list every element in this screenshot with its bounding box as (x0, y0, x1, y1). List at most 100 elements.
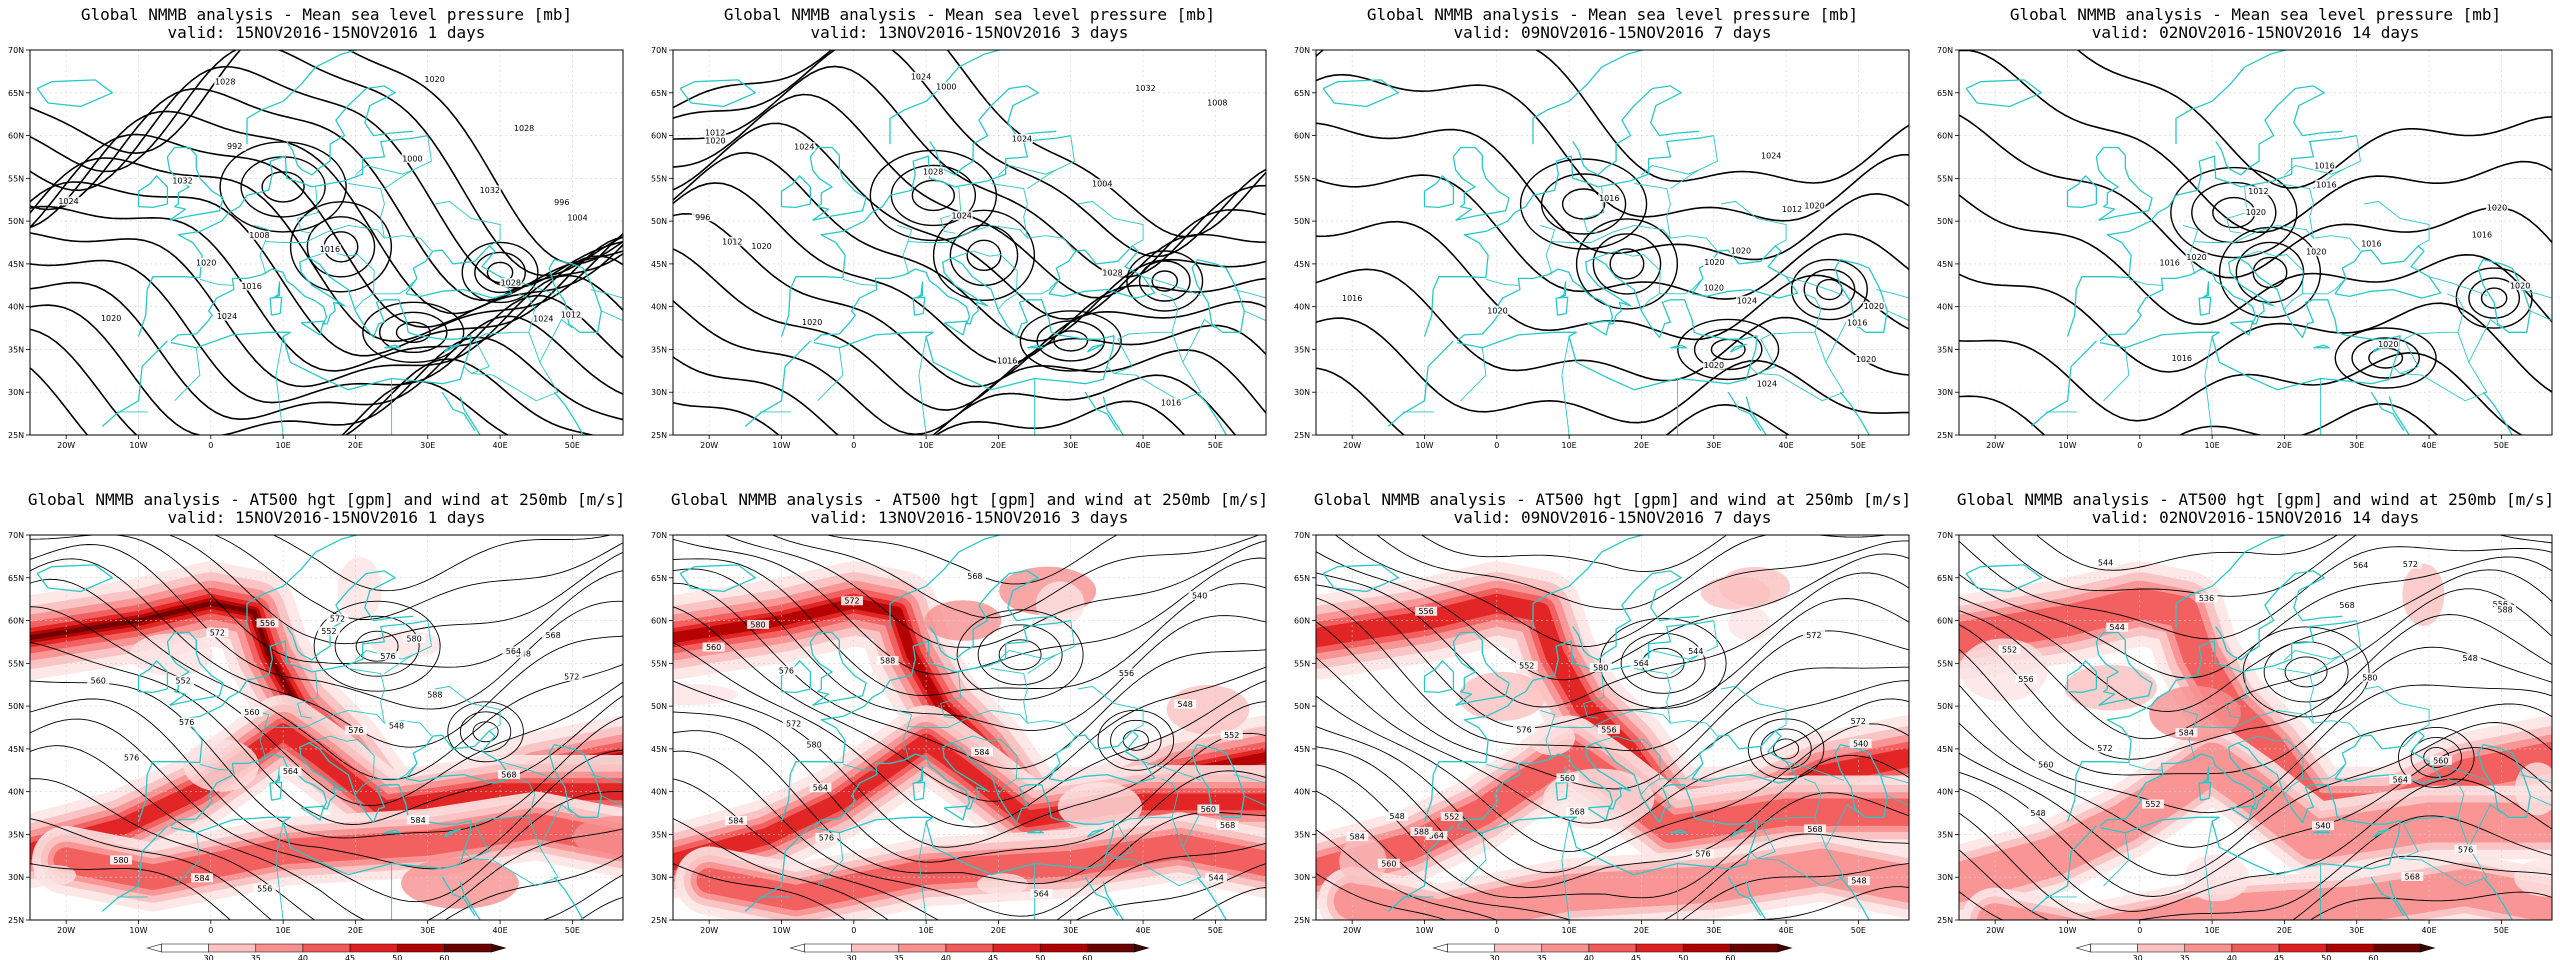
lat-tick-label: 50N (651, 217, 667, 226)
contour-label-bg (1589, 662, 1612, 672)
country-border (1641, 650, 1700, 661)
contour-label: 548 (2462, 654, 2477, 663)
contour-label: 564 (1034, 889, 1049, 898)
map-body: 548 552 556 560 564 568 572 576 580 584 588 540 544 5… (1316, 535, 1909, 920)
lon-tick-label: 40E (492, 441, 507, 450)
closed-isoline (2468, 277, 2521, 319)
lat-tick-label: 30N (1937, 388, 1953, 397)
wind-shading-blob (1035, 581, 1085, 627)
coastline (1586, 320, 1611, 336)
coastline (1670, 344, 1687, 349)
contour-label-bg (1216, 820, 1239, 830)
contour-label: 556 (1119, 669, 1134, 678)
coastline (101, 825, 168, 912)
lon-tick-label: 20W (57, 926, 75, 935)
isoline (1959, 588, 2552, 740)
coastline (2095, 146, 2153, 221)
wind-shading-blob (1719, 566, 1791, 607)
wind-shading-blob (2184, 854, 2250, 902)
country-border (2519, 289, 2552, 299)
isoline (30, 718, 623, 903)
contour-label-bg (724, 816, 747, 826)
country-border (951, 250, 1018, 310)
contour-label-bg (1847, 716, 1870, 726)
closed-isoline (2170, 166, 2298, 259)
coastline (1834, 743, 1888, 818)
wind-shading-blob (401, 857, 519, 909)
lat-tick-label: 30N (1937, 873, 1953, 882)
lat-tick-label: 35N (8, 830, 24, 839)
contour-label-bg (704, 136, 727, 146)
lat-tick-label: 35N (1294, 345, 1310, 354)
contour-label-bg (223, 141, 246, 151)
coastline (170, 742, 472, 876)
contour-lines (1316, 50, 1909, 435)
lat-tick-label: 40N (651, 303, 667, 312)
contour-label: 564 (1634, 659, 1649, 668)
coastline (1670, 829, 1687, 834)
colorbar-label: 30 (204, 954, 214, 960)
coastline (246, 50, 359, 145)
colorbar-label: 30 (1490, 954, 1500, 960)
contour-label: 564 (283, 767, 298, 776)
lon-tick-label: 40E (2421, 926, 2436, 935)
contour-label: 996 (695, 213, 710, 222)
contour-label: 584 (194, 874, 209, 883)
contour-label-bg (206, 628, 229, 638)
isoline (1316, 790, 1909, 920)
coastline (2334, 245, 2442, 299)
map-panel: Global NMMB analysis - AT500 hgt [gpm] a… (8, 490, 625, 960)
country-border (373, 763, 418, 780)
lat-tick-label: 35N (1294, 830, 1310, 839)
coastline (1691, 730, 1799, 784)
coastline (553, 391, 584, 435)
contour-label: 1016 (2472, 230, 2492, 239)
wind-shading-blob (1959, 638, 2048, 702)
lat-tick-label: 45N (651, 260, 667, 269)
isoline (1959, 684, 2552, 814)
closed-isoline (2455, 267, 2533, 329)
isoline (30, 328, 596, 435)
closed-isoline (1540, 173, 1627, 235)
isoline (30, 205, 623, 372)
contour-label-bg (1513, 725, 1536, 735)
map-panel: Global NMMB analysis - Mean sea level pr… (8, 5, 624, 450)
contour-label-bg (910, 71, 933, 81)
contour-label: 548 (1178, 700, 1193, 709)
coastline (809, 146, 867, 221)
lon-tick-label: 10E (1561, 926, 1576, 935)
lat-tick-label: 25N (8, 916, 24, 925)
lat-tick-label: 30N (651, 873, 667, 882)
country-border (951, 735, 1018, 795)
lat-tick-label: 55N (8, 659, 24, 668)
contour-label-bg (175, 717, 198, 727)
country-border (940, 186, 962, 234)
contour-label-bg (721, 236, 744, 246)
country-border (1485, 278, 1519, 286)
country-border (1561, 336, 1570, 435)
coastline (36, 79, 114, 108)
wind-shading-blob (977, 873, 1028, 895)
country-border (463, 332, 559, 402)
country-border (2399, 823, 2419, 859)
coastline (1839, 876, 1870, 920)
contour-label: 1020 (1704, 258, 1724, 267)
contour-label: 1000 (402, 154, 422, 163)
coastline (101, 340, 168, 427)
closed-isoline (956, 609, 1084, 701)
closed-isoline (362, 301, 465, 364)
lat-tick-label: 30N (651, 388, 667, 397)
coastline (246, 535, 359, 630)
contour-label: 564 (813, 784, 828, 793)
coastline (36, 564, 114, 593)
isoline (1959, 273, 2552, 393)
contour-label-bg (2185, 252, 2208, 262)
contour-label: 572 (564, 672, 579, 681)
lon-tick-label: 10W (2058, 926, 2076, 935)
country-border (1756, 338, 1776, 374)
contour-label: 1012 (1782, 205, 1802, 214)
coastline (1086, 343, 1104, 353)
colorbar-low-arrow (1432, 943, 1448, 953)
contour-label: 556 (2018, 675, 2033, 684)
coastline (1532, 535, 1645, 630)
